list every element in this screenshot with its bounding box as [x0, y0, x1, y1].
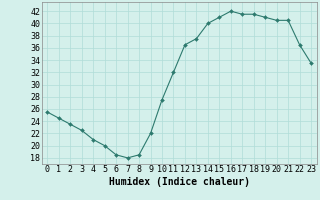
- X-axis label: Humidex (Indice chaleur): Humidex (Indice chaleur): [109, 177, 250, 187]
